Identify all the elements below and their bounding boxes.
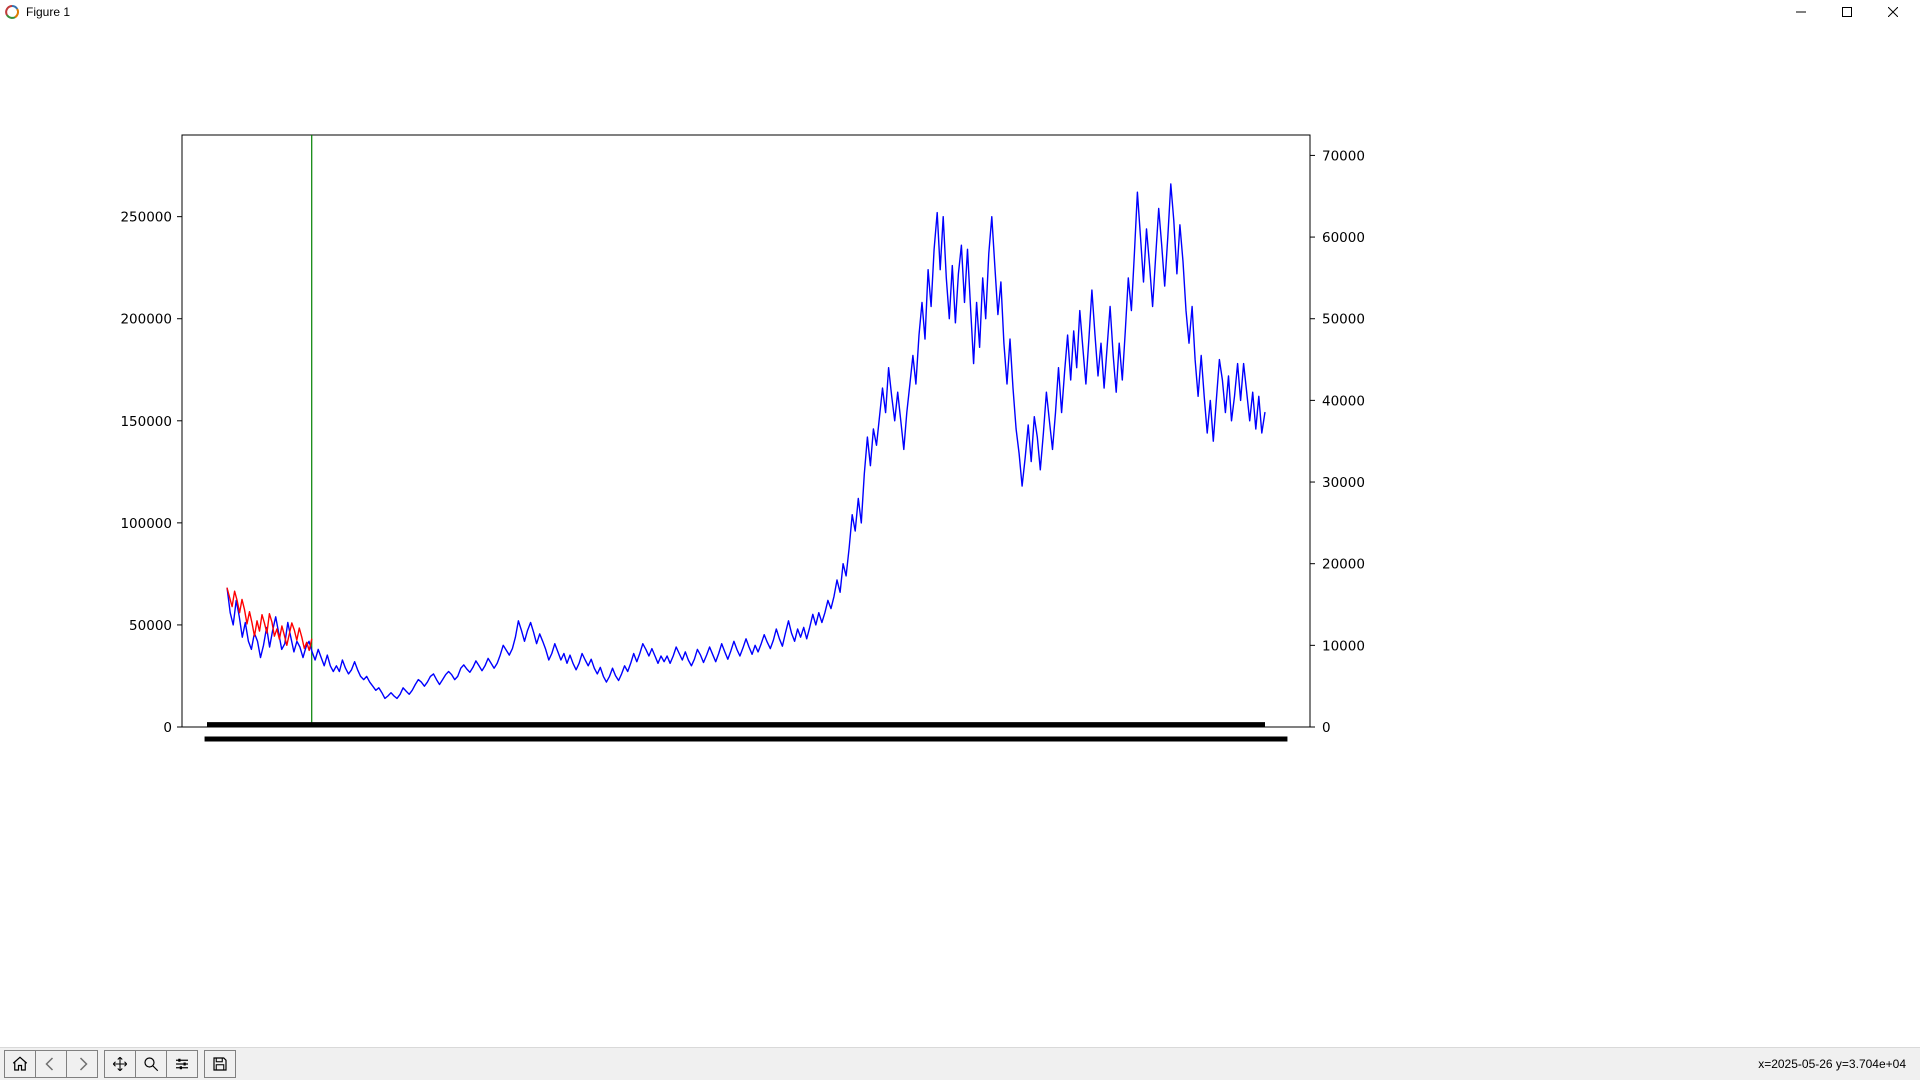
svg-text:70000: 70000 [1322,148,1365,164]
svg-text:150000: 150000 [120,414,172,430]
subplots-button[interactable] [166,1050,198,1078]
pan-button[interactable] [104,1050,136,1078]
forward-button[interactable] [66,1050,98,1078]
svg-text:0: 0 [1322,720,1331,736]
zoom-button[interactable] [135,1050,167,1078]
svg-text:30000: 30000 [1322,475,1365,491]
svg-text:0: 0 [163,720,172,736]
svg-text:200000: 200000 [120,312,172,328]
window-close-button[interactable] [1870,0,1916,24]
window-titlebar: Figure 1 [0,0,1920,24]
svg-text:10000: 10000 [1322,638,1365,654]
window-minimize-button[interactable] [1778,0,1824,24]
save-button[interactable] [204,1050,236,1078]
home-button[interactable] [4,1050,36,1078]
svg-text:20000: 20000 [1322,557,1365,573]
app-icon [4,4,20,20]
svg-text:100000: 100000 [120,516,172,532]
cursor-coordinates: x=2025-05-26 y=3.704e+04 [1758,1057,1916,1071]
svg-text:250000: 250000 [120,210,172,226]
back-button[interactable] [35,1050,67,1078]
figure-canvas[interactable]: 0 50000 100000 150000 200000 250000 0 10000 2000… [0,24,1920,1048]
svg-text:40000: 40000 [1322,393,1365,409]
window-title: Figure 1 [26,5,70,19]
svg-text:50000: 50000 [1322,312,1365,328]
figure-toolbar: x=2025-05-26 y=3.704e+04 [0,1047,1920,1080]
window-maximize-button[interactable] [1824,0,1870,24]
svg-text:60000: 60000 [1322,230,1365,246]
svg-text:50000: 50000 [129,618,172,634]
